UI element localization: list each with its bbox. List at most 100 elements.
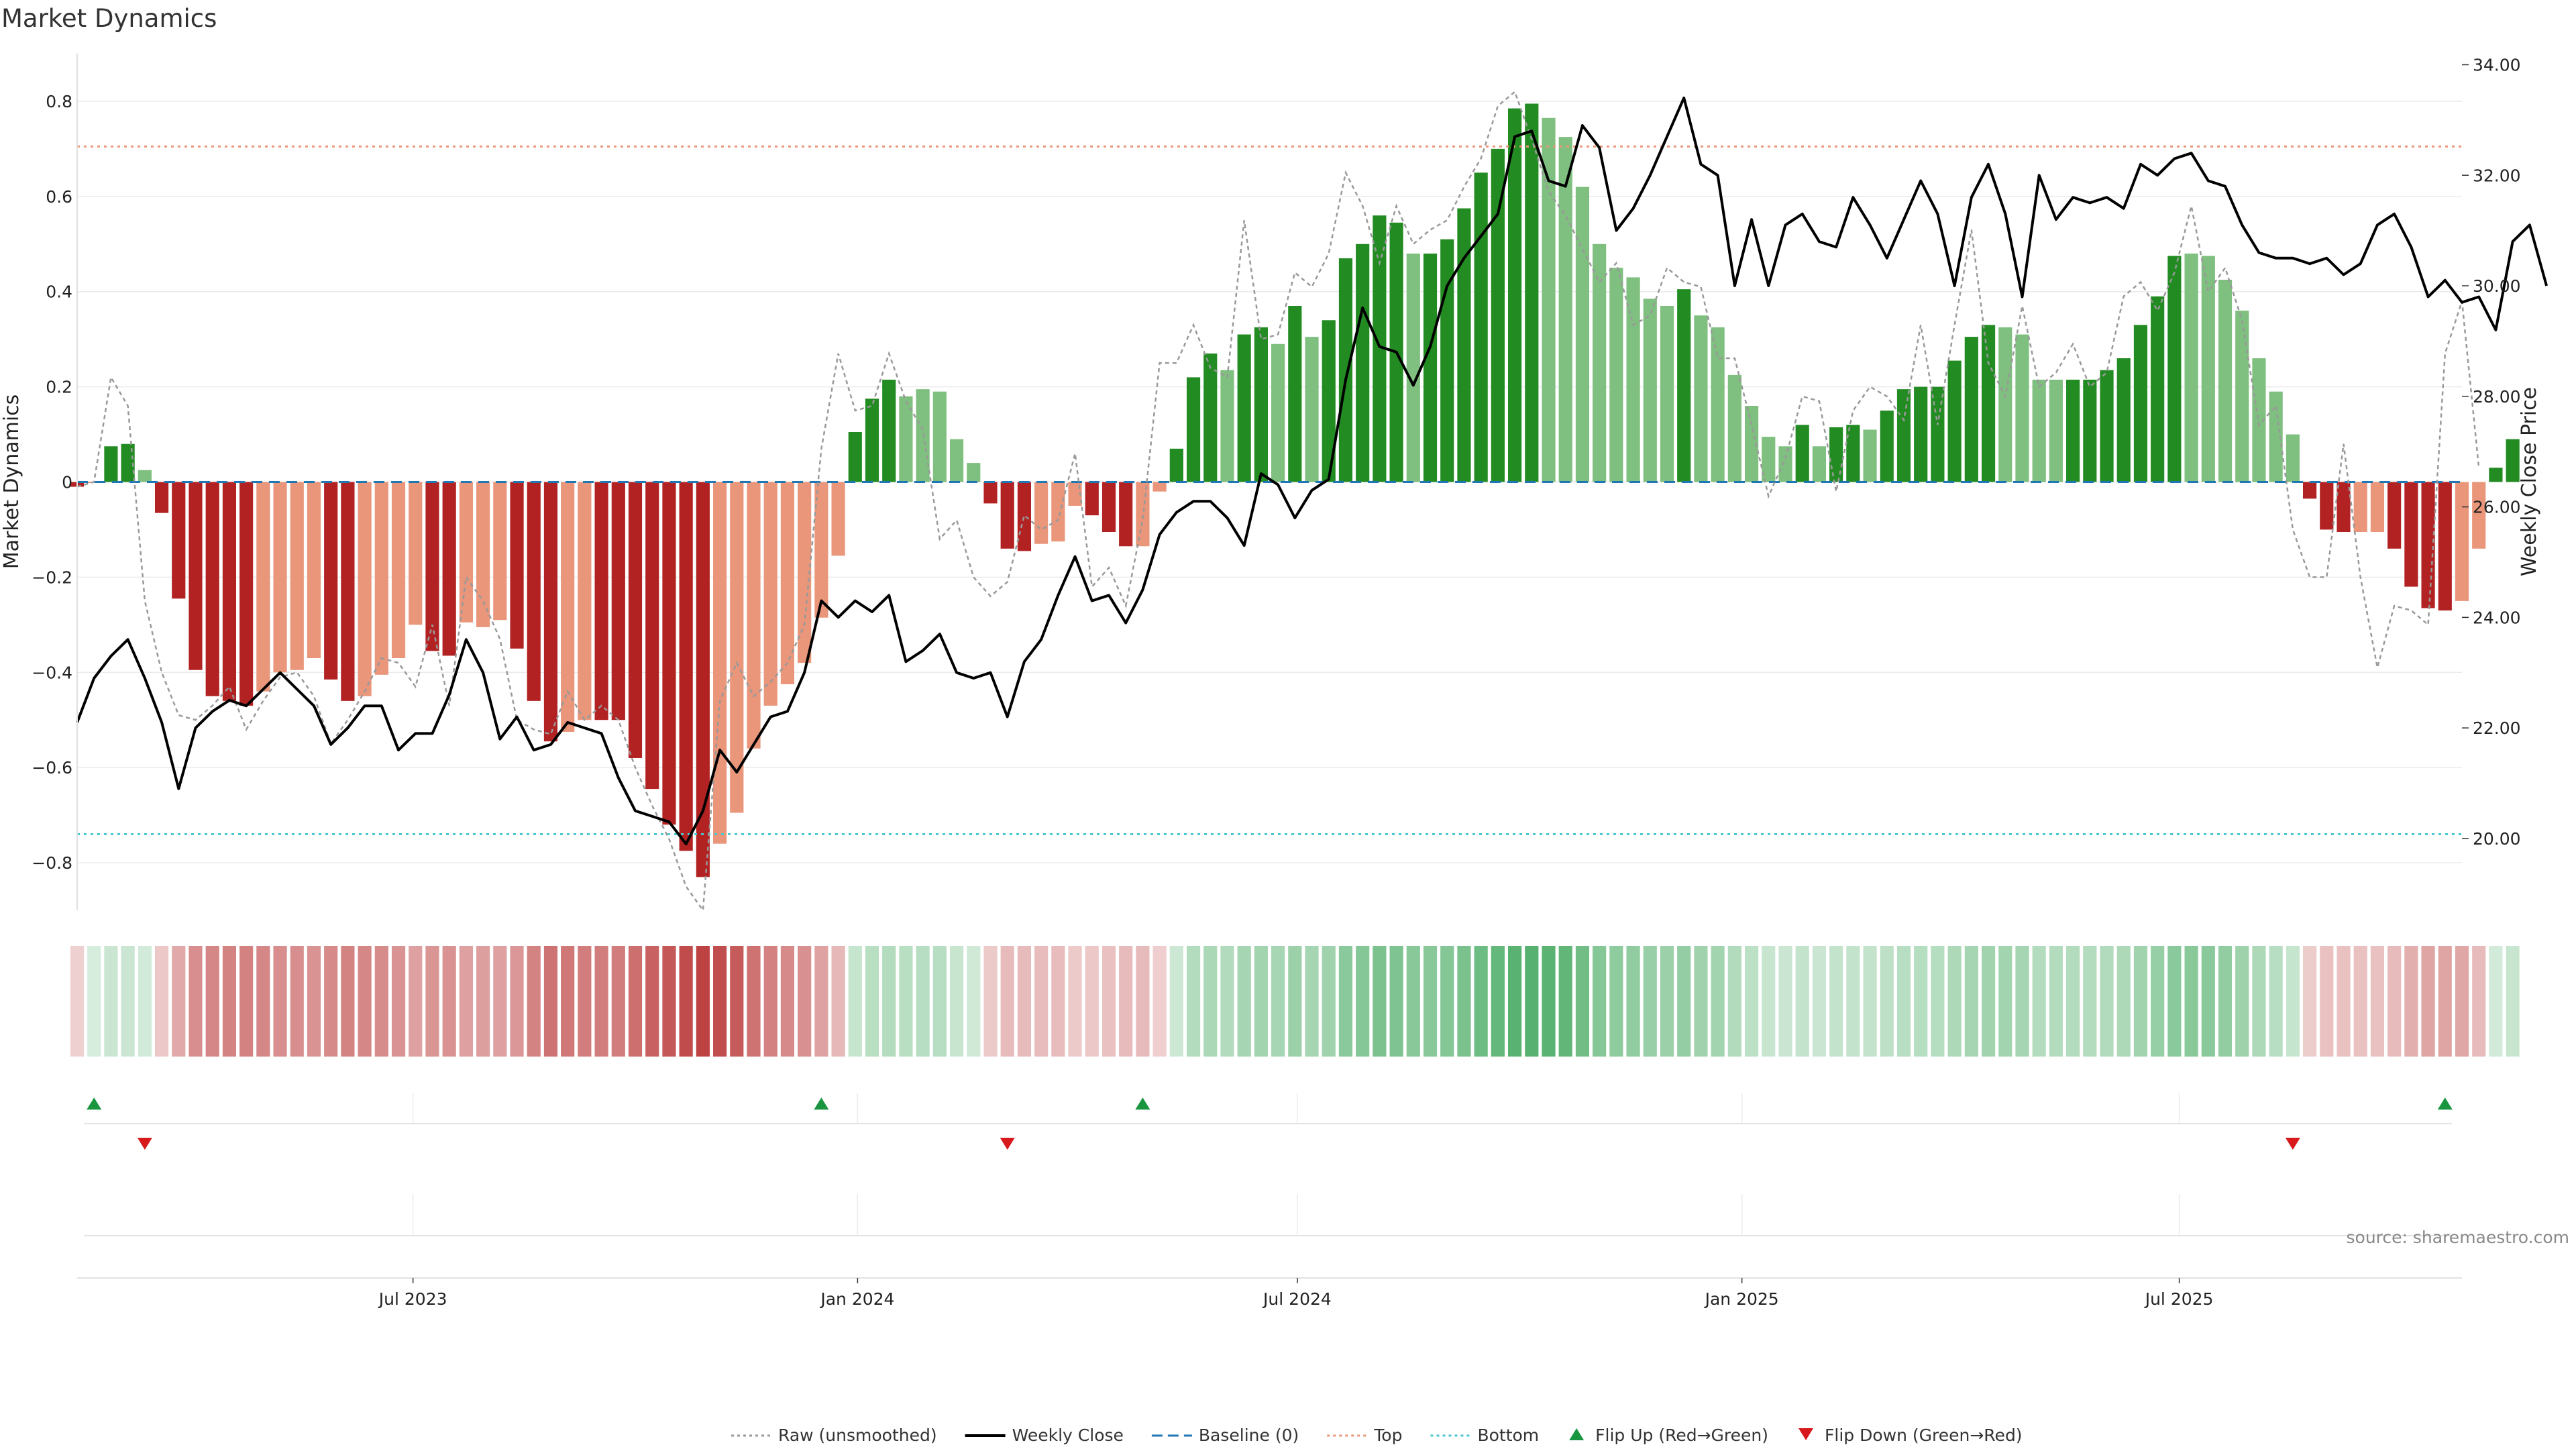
dynamics-bar bbox=[628, 482, 643, 758]
y-axis-label: Market Dynamics bbox=[0, 394, 23, 570]
line-series bbox=[76, 90, 2548, 913]
dynamics-bar bbox=[1119, 482, 1133, 547]
legend-label: Weekly Close bbox=[1012, 1426, 1124, 1445]
flip-down-marker bbox=[1000, 1138, 1015, 1150]
dynamics-bar bbox=[1727, 374, 1741, 482]
dynamics-bar bbox=[2286, 434, 2300, 482]
legend-item: Raw (unsmoothed) bbox=[731, 1426, 937, 1445]
heat-cell bbox=[1677, 946, 1691, 1057]
dynamics-bar bbox=[205, 482, 219, 696]
dynamics-bar bbox=[865, 398, 879, 482]
heat-cell bbox=[2133, 946, 2148, 1057]
dynamics-bar bbox=[2133, 325, 2148, 482]
dynamics-bar bbox=[1525, 103, 1539, 482]
dynamics-bar bbox=[2201, 256, 2215, 482]
heat-cell bbox=[1338, 946, 1353, 1057]
dynamics-bar bbox=[2489, 468, 2503, 482]
flip-up-marker bbox=[1135, 1097, 1150, 1110]
heat-cell bbox=[527, 946, 541, 1057]
dynamics-bar bbox=[2235, 311, 2249, 482]
heat-cell bbox=[967, 946, 981, 1057]
heat-cell bbox=[1068, 946, 1082, 1057]
heat-cell bbox=[239, 946, 254, 1057]
heat-cell bbox=[1778, 946, 1792, 1057]
dynamics-bar bbox=[2370, 482, 2385, 532]
heat-cell bbox=[391, 946, 406, 1057]
dynamics-bar bbox=[358, 482, 372, 696]
dynamics-bar bbox=[1373, 215, 1387, 482]
flip-down-marker bbox=[2285, 1138, 2300, 1150]
dynamics-bar bbox=[916, 389, 930, 482]
dynamics-bar bbox=[1744, 405, 1759, 482]
dynamics-bar bbox=[780, 482, 795, 685]
dynamics-bar bbox=[1863, 429, 1877, 482]
heat-cell bbox=[2438, 946, 2452, 1057]
dynamics-bar bbox=[798, 482, 812, 663]
dynamics-bar bbox=[307, 482, 321, 658]
heat-cell bbox=[1322, 946, 1336, 1057]
heat-cell bbox=[831, 946, 845, 1057]
heat-cell bbox=[1626, 946, 1640, 1057]
flip-up-marker bbox=[2437, 1097, 2453, 1110]
dynamics-bar bbox=[493, 482, 507, 621]
heat-cell bbox=[1812, 946, 1826, 1057]
heat-cell bbox=[2201, 946, 2215, 1057]
heat-cell bbox=[747, 946, 761, 1057]
y2-tick-label: 22.00 bbox=[2473, 718, 2521, 738]
dynamics-bar bbox=[882, 379, 896, 482]
heat-cell bbox=[2218, 946, 2233, 1057]
y-tick-label: −0.8 bbox=[32, 853, 72, 873]
dynamics-bar bbox=[239, 482, 254, 706]
dynamics-bar bbox=[967, 463, 981, 482]
heat-cell bbox=[1998, 946, 2012, 1057]
heat-cell bbox=[2404, 946, 2418, 1057]
dynamics-bar bbox=[611, 482, 625, 720]
dynamics-bar bbox=[2303, 482, 2317, 499]
dynamics-bar bbox=[1085, 482, 1099, 516]
dynamics-bar bbox=[1981, 325, 1996, 482]
heat-cell bbox=[222, 946, 236, 1057]
heat-cell bbox=[1896, 946, 1911, 1057]
heat-cell bbox=[341, 946, 355, 1057]
flip-panel bbox=[77, 1093, 2462, 1279]
dynamics-bar bbox=[899, 396, 913, 482]
dynamics-bar bbox=[2455, 482, 2469, 601]
dynamics-bar bbox=[2252, 358, 2266, 482]
heat-cell bbox=[442, 946, 456, 1057]
dynamics-bar bbox=[1626, 277, 1640, 482]
heat-cell bbox=[1863, 946, 1877, 1057]
heat-cell bbox=[510, 946, 524, 1057]
y-tick-label: 0.8 bbox=[46, 92, 72, 111]
dynamics-bar bbox=[1896, 389, 1911, 482]
dynamics-bar bbox=[409, 482, 423, 625]
y2-tick-label: 26.00 bbox=[2473, 498, 2521, 517]
dynamics-bar bbox=[510, 482, 524, 649]
heat-cell bbox=[2032, 946, 2046, 1057]
dynamics-bar bbox=[713, 482, 727, 844]
dynamics-bar bbox=[459, 482, 473, 623]
heat-cell bbox=[1423, 946, 1438, 1057]
heat-cell bbox=[1643, 946, 1657, 1057]
source-label: source: sharemaestro.com bbox=[2347, 1228, 2570, 1247]
dynamics-bar bbox=[2167, 256, 2182, 482]
heat-cell bbox=[848, 946, 862, 1057]
dynamics-bar bbox=[189, 482, 203, 670]
bar-series bbox=[70, 103, 2520, 877]
dynamics-bar bbox=[2151, 296, 2165, 482]
dynamics-bar bbox=[1220, 370, 1234, 482]
dynamics-bar bbox=[594, 482, 608, 720]
heat-cell bbox=[798, 946, 812, 1057]
heat-cell bbox=[730, 946, 744, 1057]
heat-cell bbox=[2100, 946, 2114, 1057]
heat-cell bbox=[459, 946, 473, 1057]
heat-cell bbox=[949, 946, 964, 1057]
dynamics-bar bbox=[1660, 306, 1674, 482]
y-tick-label: 0.2 bbox=[46, 378, 72, 397]
dynamics-bar bbox=[2506, 439, 2520, 482]
heat-cell bbox=[2455, 946, 2469, 1057]
dynamics-bar bbox=[476, 482, 490, 627]
heat-cell bbox=[2235, 946, 2249, 1057]
heat-cell bbox=[628, 946, 643, 1057]
heat-cell bbox=[154, 946, 169, 1057]
